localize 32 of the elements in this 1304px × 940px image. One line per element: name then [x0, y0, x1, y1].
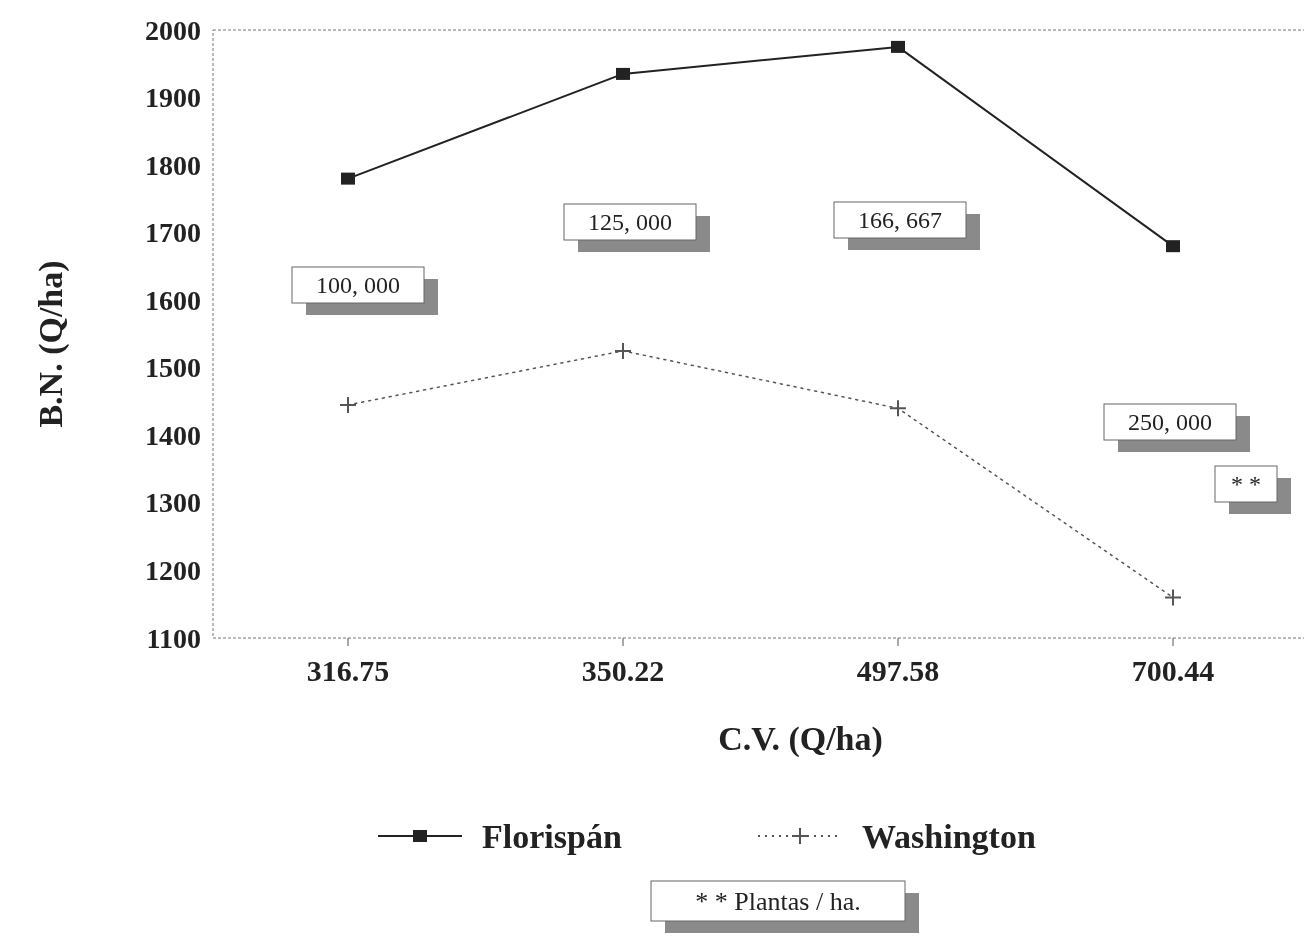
point — [891, 40, 905, 53]
point — [1164, 588, 1182, 607]
y-tick-label: 1800 — [145, 149, 201, 181]
y-tick-label: 1400 — [145, 419, 201, 451]
x-tick-label: 350.22 — [581, 653, 665, 687]
x-tick-label: 700.44 — [1131, 653, 1215, 687]
legend-label: Washington — [862, 817, 1036, 855]
y-tick-label: 1600 — [145, 284, 201, 316]
y-tick-label: 1700 — [145, 217, 201, 249]
y-tick-label: 1900 — [145, 82, 201, 114]
y-axis-title: B.N. (Q/ha) — [31, 260, 70, 428]
point — [1166, 240, 1180, 253]
annotation: 166, 667 — [858, 207, 942, 233]
point — [616, 67, 630, 80]
y-tick-label: 2000 — [145, 14, 201, 46]
annotation: * * — [1231, 471, 1261, 497]
annotation: 100, 000 — [316, 272, 400, 298]
point — [341, 172, 355, 185]
legend-label: Florispán — [482, 817, 622, 855]
y-tick-label: 1100 — [146, 622, 201, 654]
x-tick-label: 497.58 — [856, 653, 940, 687]
x-tick-label: 316.75 — [306, 653, 390, 687]
y-tick-label: 1200 — [145, 554, 201, 586]
annotation: 125, 000 — [588, 209, 672, 235]
y-tick-label: 1300 — [145, 487, 201, 519]
text: * * Plantas / ha. — [695, 886, 861, 916]
annotation: 250, 000 — [1128, 409, 1212, 435]
point — [614, 341, 632, 360]
y-tick-label: 1500 — [145, 352, 201, 384]
point — [889, 399, 907, 418]
x-axis-title: C.V. (Q/ha) — [718, 719, 883, 758]
point — [339, 395, 357, 414]
